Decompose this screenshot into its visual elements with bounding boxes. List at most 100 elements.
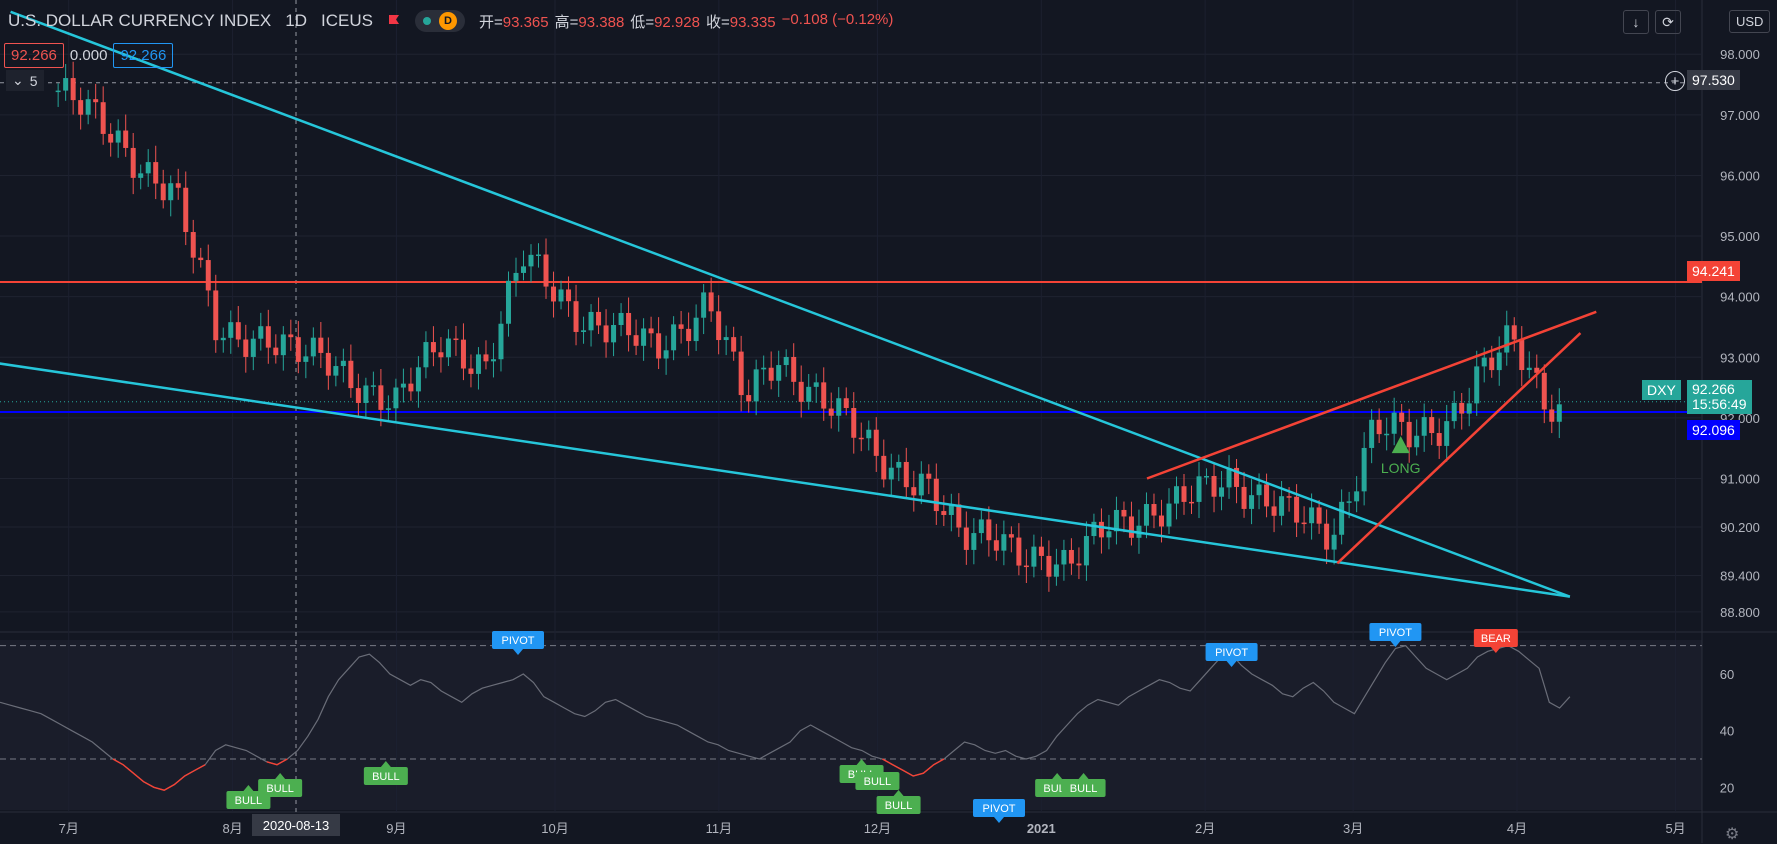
candle-body — [551, 286, 557, 302]
currency-button[interactable]: USD — [1729, 10, 1771, 33]
signal-pointer — [275, 773, 286, 779]
y-tick-label: 94.000 — [1720, 290, 1760, 305]
y-tick-label: 90.200 — [1720, 520, 1760, 535]
long-arrow-icon — [1391, 436, 1410, 454]
candle-body — [393, 387, 399, 409]
candle-body — [1128, 516, 1134, 538]
candle-body — [453, 338, 459, 341]
signal-pointer — [380, 761, 391, 767]
candle-body — [1031, 546, 1037, 567]
status-badge[interactable]: D — [414, 10, 465, 32]
candle-body — [776, 365, 782, 381]
candle-body — [1466, 403, 1472, 414]
signal-bear-label: BEAR — [1481, 633, 1511, 645]
candle-body — [145, 162, 151, 174]
signal-bull-label: BULL — [1070, 783, 1098, 795]
candle-body — [363, 385, 369, 403]
candle-body — [933, 478, 939, 512]
candle-body — [1219, 487, 1225, 497]
candle-body — [851, 407, 857, 438]
rsi-oversold-segment — [112, 758, 206, 791]
indicators-collapse-button[interactable]: ⌄ 5 — [6, 70, 44, 91]
candle-body — [1196, 476, 1202, 502]
candle-body — [385, 408, 391, 410]
candle-body — [505, 280, 511, 324]
signal-pointer — [1052, 773, 1063, 779]
candle-body — [866, 429, 872, 439]
rsi-tick-label: 60 — [1720, 667, 1734, 682]
indicator-value-2: 0.000 — [69, 47, 108, 64]
signal-bull-label: BULL — [235, 795, 263, 807]
flag-icon[interactable] — [387, 14, 401, 28]
wedge-lower-line — [1336, 332, 1582, 565]
candle-body — [423, 342, 429, 368]
y-tick-label: 98.000 — [1720, 47, 1760, 62]
rsi-signals-group: BULLBULLBULLPIVOTBULLBULLBULLPIVOTBULLBU… — [226, 623, 1518, 823]
candle-body — [1429, 417, 1435, 434]
signal-pointer — [994, 817, 1004, 823]
candle-body — [1158, 515, 1164, 527]
candle-body — [115, 130, 121, 143]
exchange-label: ICEUS — [320, 11, 373, 30]
candle-body — [1113, 509, 1119, 532]
candle-body — [100, 102, 106, 134]
candle-body — [460, 339, 466, 369]
candle-body — [190, 232, 196, 258]
x-tick-label: 8月 — [222, 821, 242, 836]
candle-body — [1384, 433, 1390, 436]
candle-body — [813, 382, 819, 387]
candle-body — [490, 359, 496, 362]
candle-body — [1151, 504, 1157, 516]
candle-body — [986, 519, 992, 541]
candle-body — [1181, 486, 1187, 502]
signal-pointer — [856, 759, 867, 765]
candle-body — [1106, 531, 1112, 538]
candle-body — [1444, 421, 1450, 446]
candle-body — [1091, 521, 1097, 537]
candle-body — [543, 254, 549, 287]
candle-body — [618, 312, 624, 326]
candle-body — [1399, 412, 1405, 422]
candle-body — [596, 311, 602, 326]
symbol-title[interactable]: U.S. DOLLAR CURRENCY INDEX — [8, 11, 272, 30]
candle-body — [1549, 409, 1555, 422]
settings-gear-icon[interactable]: ⚙ — [1725, 826, 1740, 843]
signal-pointer — [243, 785, 254, 791]
rsi-pane-background — [0, 640, 1702, 810]
x-tick-label: 12月 — [864, 821, 891, 836]
support-price-label: 92.096 — [1687, 420, 1740, 440]
candle-body — [295, 337, 301, 362]
candle-body — [858, 437, 864, 440]
candle-body — [768, 367, 774, 381]
candle-body — [1023, 565, 1029, 568]
candle-body — [723, 337, 729, 341]
refresh-button[interactable]: ⟳ — [1655, 10, 1681, 34]
candle-body — [746, 395, 752, 402]
signal-pivot-label: PIVOT — [1215, 647, 1248, 659]
candle-body — [348, 360, 354, 389]
candle-body — [513, 272, 519, 281]
candle-body — [1226, 467, 1232, 488]
cursor-date-bg — [252, 814, 340, 836]
candle-body — [1556, 404, 1562, 422]
countdown-timer: 15:56:49 — [1692, 396, 1747, 412]
candle-body — [1016, 537, 1022, 566]
candle-body — [520, 266, 526, 273]
resistance-price-label: 94.241 — [1687, 261, 1740, 281]
scroll-down-button[interactable]: ↓ — [1623, 10, 1649, 34]
candle-body — [881, 455, 887, 480]
signal-bull-badge — [876, 796, 921, 814]
candle-body — [1301, 522, 1307, 525]
candle-body — [1241, 486, 1247, 509]
add-crosshair-icon[interactable]: + — [1665, 71, 1685, 91]
timeframe-label[interactable]: 1D — [285, 11, 307, 30]
candle-body — [1339, 501, 1345, 535]
candle-body — [445, 338, 451, 358]
candle-body — [1376, 419, 1382, 435]
candle-body — [400, 383, 406, 388]
signal-bull-badge — [1061, 779, 1106, 797]
candle-body — [498, 323, 504, 360]
candle-body — [1189, 501, 1195, 504]
candle-body — [926, 473, 932, 479]
